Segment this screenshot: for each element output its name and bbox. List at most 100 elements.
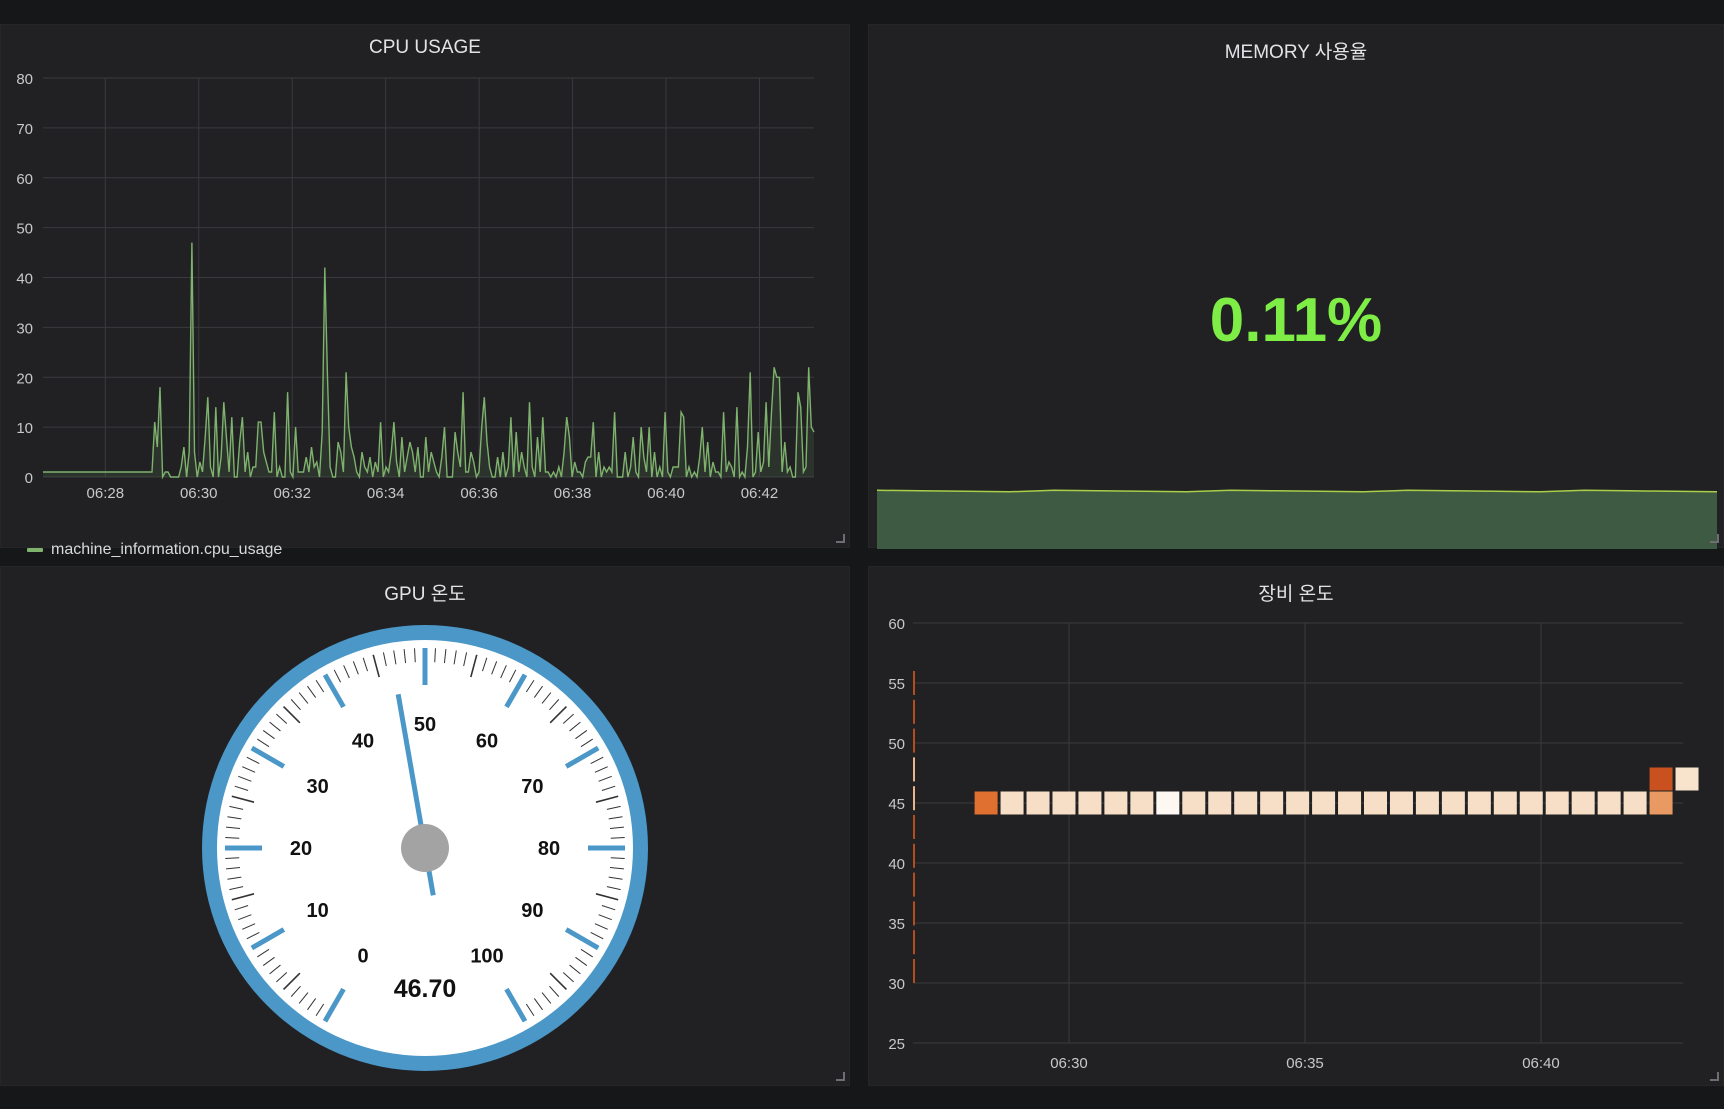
heatmap-cell bbox=[1545, 791, 1569, 815]
minor-tick bbox=[276, 713, 288, 724]
minor-tick bbox=[269, 721, 281, 732]
resize-handle[interactable] bbox=[836, 534, 845, 543]
minor-tick bbox=[610, 857, 625, 859]
minor-tick bbox=[549, 706, 567, 724]
major-tick bbox=[564, 927, 600, 951]
device-panel-title[interactable]: 장비 온도 bbox=[1258, 584, 1334, 605]
minor-tick bbox=[315, 1003, 325, 1017]
cpu-panel-title[interactable]: CPU USAGE bbox=[369, 37, 481, 58]
y-tick-label: 35 bbox=[888, 916, 905, 933]
minor-tick bbox=[352, 661, 359, 675]
minor-tick bbox=[608, 816, 623, 820]
minor-tick bbox=[225, 857, 240, 859]
heatmap-cell bbox=[1623, 791, 1647, 815]
gauge-tick-label: 30 bbox=[306, 776, 328, 798]
y-tick-label: 40 bbox=[16, 271, 33, 288]
minor-tick bbox=[234, 785, 249, 791]
gauge-tick-label: 80 bbox=[538, 838, 560, 860]
heatmap-cell bbox=[1364, 791, 1387, 815]
heatmap-cell bbox=[1493, 791, 1517, 815]
heatmap-cell bbox=[1389, 791, 1413, 815]
minor-tick bbox=[606, 886, 621, 891]
heatmap-cell bbox=[974, 791, 998, 815]
x-tick-label: 06:28 bbox=[87, 485, 125, 502]
heatmap-cell bbox=[1649, 767, 1673, 791]
minor-tick bbox=[269, 964, 281, 975]
minor-tick bbox=[533, 998, 543, 1011]
minor-tick bbox=[463, 652, 468, 667]
heatmap-cell bbox=[1467, 791, 1491, 815]
cpu-usage-chart[interactable]: 0 10 20 30 40 50 60 70 80 06:28 06:30 06:32 06:34 06:… bbox=[1, 25, 851, 549]
gpu-temp-panel: GPU 온도 0 10 20 30 40 50 60 70 80 90 100 46.70 bbox=[0, 566, 850, 1086]
minor-tick bbox=[229, 886, 244, 891]
memory-panel-title[interactable]: MEMORY 사용율 bbox=[1224, 42, 1368, 63]
minor-tick bbox=[595, 893, 619, 901]
minor-tick bbox=[508, 669, 517, 683]
minor-tick bbox=[569, 721, 581, 732]
minor-tick bbox=[595, 795, 619, 803]
minor-tick bbox=[246, 931, 260, 940]
heatmap-cell bbox=[1597, 791, 1621, 815]
resize-handle[interactable] bbox=[1710, 1072, 1719, 1081]
y-tick-label: 20 bbox=[16, 370, 33, 387]
sparkline-area bbox=[877, 490, 1717, 549]
minor-tick bbox=[382, 652, 387, 667]
minor-tick bbox=[262, 730, 275, 740]
heatmap-cell bbox=[1649, 791, 1673, 815]
gauge-tick-label: 70 bbox=[521, 776, 543, 798]
minor-tick bbox=[307, 685, 317, 698]
minor-tick bbox=[601, 905, 616, 911]
minor-tick bbox=[256, 948, 270, 958]
major-tick bbox=[504, 673, 528, 709]
heatmap-cell bbox=[1104, 791, 1128, 815]
minor-tick bbox=[256, 738, 270, 748]
minor-tick bbox=[575, 730, 588, 740]
minor-tick bbox=[533, 685, 543, 698]
x-tick-label: 06:36 bbox=[460, 485, 498, 502]
gauge-tick-label: 20 bbox=[290, 838, 312, 860]
gpu-panel-title[interactable]: GPU 온도 bbox=[384, 584, 466, 605]
minor-tick bbox=[541, 692, 552, 704]
heatmap-cell bbox=[1675, 767, 1699, 791]
minor-tick bbox=[231, 795, 255, 803]
gauge-tick-label: 50 bbox=[414, 714, 436, 736]
y-tick-label: 45 bbox=[888, 796, 905, 813]
x-tick-label: 06:35 bbox=[1286, 1055, 1324, 1072]
heatmap-cell bbox=[1026, 791, 1050, 815]
minor-tick bbox=[594, 923, 608, 930]
major-tick bbox=[250, 745, 286, 769]
cpu-legend[interactable]: machine_information.cpu_usage bbox=[27, 541, 282, 559]
minor-tick bbox=[434, 648, 436, 663]
minor-tick bbox=[590, 756, 604, 765]
resize-handle[interactable] bbox=[1710, 534, 1719, 543]
legend-label[interactable]: machine_information.cpu_usage bbox=[51, 541, 283, 558]
minor-tick bbox=[225, 837, 240, 839]
minor-tick bbox=[609, 866, 624, 870]
minor-tick bbox=[226, 866, 241, 870]
heatmap-cell bbox=[1208, 791, 1232, 815]
resize-handle[interactable] bbox=[836, 1072, 845, 1081]
y-tick-label: 60 bbox=[16, 171, 33, 188]
y-tick-label: 50 bbox=[888, 736, 905, 753]
minor-tick bbox=[525, 679, 535, 693]
minor-tick bbox=[549, 985, 560, 997]
gauge-tick-label: 40 bbox=[352, 731, 374, 753]
minor-tick bbox=[590, 931, 604, 940]
minor-tick bbox=[242, 766, 256, 773]
y-tick-label: 50 bbox=[16, 221, 33, 238]
device-temp-panel: 장비 온도 25 30 35 40 45 50 55 60 06:30 06:35 06:40 bbox=[868, 566, 1724, 1086]
minor-tick bbox=[562, 972, 574, 983]
minor-tick bbox=[580, 738, 594, 748]
minor-tick bbox=[343, 665, 350, 679]
minor-tick bbox=[227, 816, 242, 820]
minor-tick bbox=[580, 948, 594, 958]
gpu-gauge: 0 10 20 30 40 50 60 70 80 90 100 46.70 bbox=[202, 625, 648, 1071]
y-tick-label: 80 bbox=[16, 71, 33, 88]
x-tick-label: 06:32 bbox=[273, 485, 311, 502]
minor-tick bbox=[283, 706, 301, 724]
device-temp-heatmap[interactable]: 25 30 35 40 45 50 55 60 06:30 06:35 06:40 bbox=[869, 567, 1724, 1087]
minor-tick bbox=[575, 956, 588, 966]
heatmap-cell bbox=[1519, 791, 1543, 815]
minor-tick bbox=[226, 826, 241, 830]
minor-tick bbox=[231, 893, 255, 901]
